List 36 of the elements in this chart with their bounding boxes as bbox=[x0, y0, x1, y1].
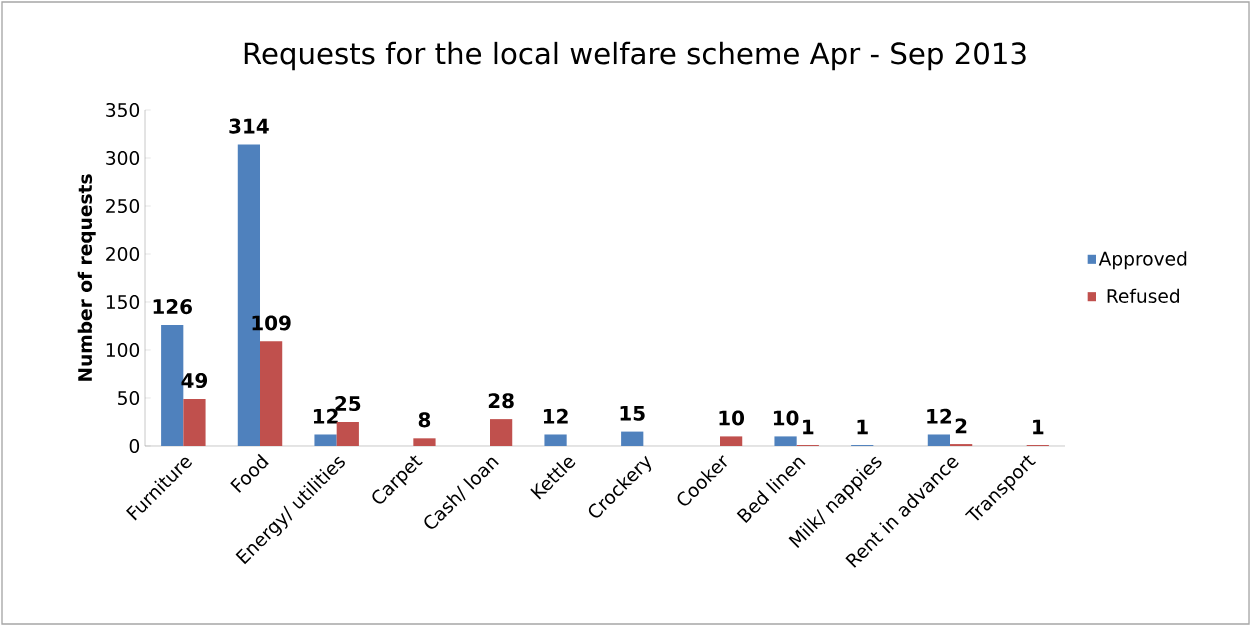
bar bbox=[621, 431, 644, 446]
chart-title: Requests for the local welfare scheme Apr - Sep 2013 bbox=[244, 41, 1026, 71]
y-axis-title: Number of requests bbox=[77, 174, 96, 381]
y-tick-label: 250 bbox=[106, 198, 140, 214]
data-label: 10 bbox=[719, 410, 745, 426]
legend-label: Refused bbox=[1107, 288, 1179, 304]
bar bbox=[720, 436, 743, 446]
bar bbox=[260, 341, 283, 446]
bar bbox=[336, 422, 359, 446]
bar bbox=[774, 436, 797, 446]
data-label: 314 bbox=[229, 118, 269, 134]
data-label: 8 bbox=[418, 412, 431, 428]
legend-label: Approved bbox=[1098, 251, 1187, 270]
y-tick-label: 200 bbox=[106, 246, 140, 262]
data-label: 15 bbox=[620, 405, 645, 421]
data-label: 1 bbox=[1033, 419, 1044, 435]
bar bbox=[544, 434, 567, 446]
data-label: 126 bbox=[153, 299, 192, 315]
y-tick-label: 300 bbox=[106, 150, 140, 166]
bar bbox=[314, 434, 337, 446]
bar bbox=[927, 434, 951, 446]
y-tick-label: 0 bbox=[129, 438, 140, 454]
data-label: 28 bbox=[488, 393, 514, 409]
y-tick-label: 150 bbox=[106, 294, 140, 310]
data-label: 1 bbox=[803, 419, 814, 435]
data-label: 12 bbox=[543, 408, 568, 424]
bar bbox=[490, 419, 513, 446]
data-label: 2 bbox=[955, 418, 967, 434]
data-label: 12 bbox=[927, 408, 952, 424]
y-tick-label: 100 bbox=[106, 342, 140, 358]
y-tick-label: 50 bbox=[118, 390, 140, 406]
y-tick-label: 350 bbox=[106, 102, 140, 118]
bar bbox=[413, 438, 436, 446]
bar bbox=[183, 398, 206, 446]
data-label: 10 bbox=[773, 410, 799, 426]
data-label: 1 bbox=[857, 419, 868, 435]
